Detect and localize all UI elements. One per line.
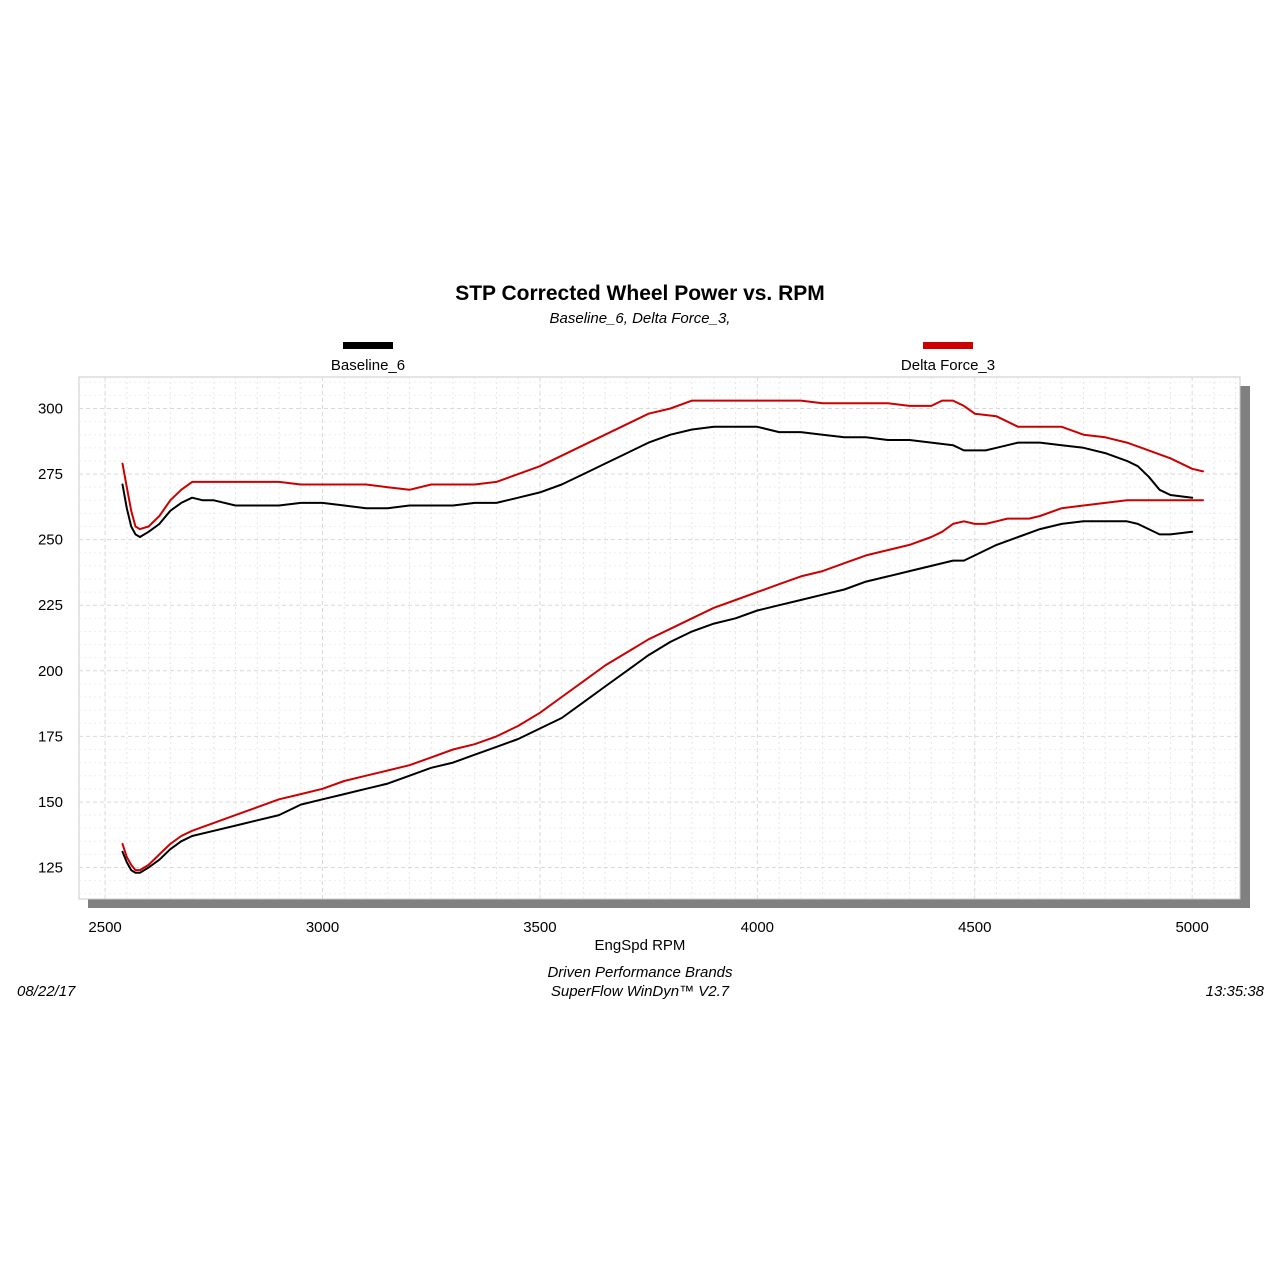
chart-subtitle: Baseline_6, Delta Force_3, [549, 310, 731, 327]
x-tick-label: 2500 [88, 919, 121, 936]
x-tick-label: 3000 [306, 919, 339, 936]
y-tick-label: 175 [38, 728, 63, 745]
grid-lines [79, 377, 1240, 899]
series-line-3 [121, 499, 1204, 872]
footer-software: SuperFlow WinDyn™ V2.7 [550, 983, 730, 1000]
footer-company: Driven Performance Brands [547, 964, 733, 981]
data-lines [121, 399, 1204, 874]
legend-label-delta-force: Delta Force_3 [900, 357, 996, 374]
plot-area [78, 376, 1241, 900]
legend-label-baseline: Baseline_6 [330, 357, 406, 374]
legend-item-delta-force: Delta Force_3 [848, 342, 1048, 374]
series-line-2 [121, 520, 1194, 874]
y-tick-label: 225 [38, 597, 63, 614]
x-tick-label: 3500 [523, 919, 556, 936]
y-tick-label: 275 [38, 466, 63, 483]
x-axis-ticks: 2500 3000 3500 4000 4500 5000 [88, 919, 1208, 936]
y-tick-label: 150 [38, 794, 63, 811]
x-tick-label: 4000 [741, 919, 774, 936]
chart-title: STP Corrected Wheel Power vs. RPM [455, 282, 825, 305]
y-tick-label: 200 [38, 663, 63, 680]
series-line-1 [121, 399, 1204, 531]
y-axis-ticks: 125 150 175 200 225 250 275 300 [38, 400, 63, 876]
legend-swatch-delta-force [923, 342, 973, 349]
footer-date: 08/22/17 [17, 983, 76, 1000]
legend-item-baseline: Baseline_6 [268, 342, 468, 374]
y-tick-label: 300 [38, 400, 63, 417]
x-tick-label: 5000 [1175, 919, 1208, 936]
legend-swatch-baseline [343, 342, 393, 349]
x-axis-label: EngSpd RPM [594, 937, 686, 954]
footer-time: 13:35:38 [1205, 983, 1264, 1000]
y-tick-label: 250 [38, 532, 63, 549]
series-line-0 [121, 425, 1194, 538]
x-tick-label: 4500 [958, 919, 991, 936]
y-tick-label: 125 [38, 860, 63, 877]
